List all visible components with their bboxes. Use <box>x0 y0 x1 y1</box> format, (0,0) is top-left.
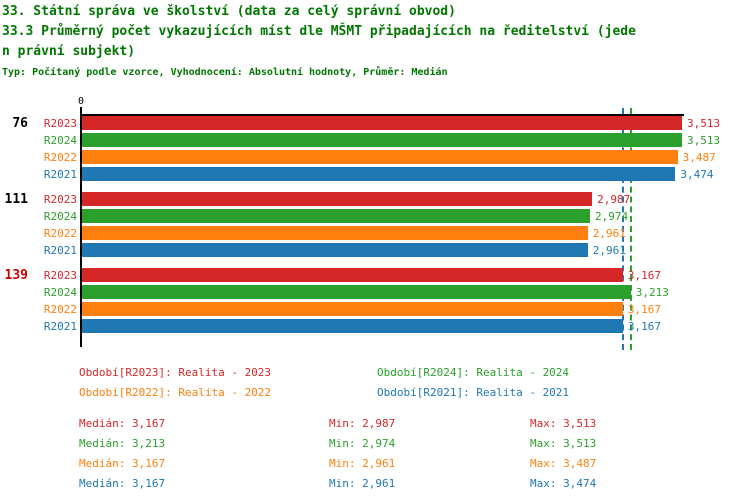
bar-series-label-R2023: R2023 <box>43 193 77 206</box>
group-label-76: 76 <box>12 116 28 131</box>
bar-series-label-R2021: R2021 <box>43 168 77 181</box>
bar-chart: 0 76 R2023 3,513 R2024 3,513 R2022 3,487 R2021 3… <box>4 96 721 350</box>
bar-R2023-group111 <box>82 192 593 206</box>
bar-R2024-group139 <box>82 285 631 299</box>
bar-value-label: 3,213 <box>635 286 669 299</box>
stat-min-row1: Min: 2,987 <box>329 417 396 430</box>
bar-series-label-R2024: R2024 <box>43 210 77 223</box>
stat-min-row4: Min: 2,961 <box>329 477 396 490</box>
stat-max-row3: Max: 3,487 <box>530 457 597 470</box>
legend-item-1: Období[R2023]: Realita - 2023 <box>79 366 272 379</box>
bar-series-label-R2024: R2024 <box>43 286 77 299</box>
bar-value-label: 3,167 <box>627 303 662 316</box>
group-label-139: 139 <box>4 268 28 283</box>
bar-series-label-R2021: R2021 <box>43 244 77 257</box>
bar-value-label: 2,987 <box>597 193 631 206</box>
legend-item-3: Období[R2022]: Realita - 2022 <box>79 386 272 399</box>
bar-R2024-group76 <box>82 133 683 147</box>
chart-title-line3: n právní subjekt) <box>2 44 136 59</box>
bar-R2024-group111 <box>82 209 590 223</box>
bar-value-label: 3,167 <box>627 320 662 333</box>
stat-max-row1: Max: 3,513 <box>530 417 597 430</box>
median-reference-line-2 <box>629 108 632 350</box>
bar-value-label: 2,974 <box>594 210 629 223</box>
bar-R2021-group139 <box>82 319 623 333</box>
legend-item-2: Období[R2024]: Realita - 2024 <box>377 366 570 379</box>
axis-origin-label: 0 <box>77 96 85 107</box>
bar-value-label: 2,961 <box>592 244 626 257</box>
bar-R2023-group76 <box>82 116 683 130</box>
bar-R2022-group76 <box>82 150 678 164</box>
bar-R2022-group139 <box>82 302 623 316</box>
chart-title-line2: 33.3 Průměrný počet vykazujících míst dl… <box>2 24 636 39</box>
chart-title-line1: 33. Státní správa ve školství (data za c… <box>2 4 456 19</box>
bar-R2021-group111 <box>82 243 588 257</box>
stat-median-row1: Medián: 3,167 <box>79 417 166 430</box>
bar-series-label-R2022: R2022 <box>43 303 77 316</box>
bar-R2022-group111 <box>82 226 588 240</box>
stat-max-row4: Max: 3,474 <box>530 477 597 490</box>
bar-series-label-R2024: R2024 <box>43 134 77 147</box>
bar-series-label-R2023: R2023 <box>43 117 77 130</box>
bar-value-label: 3,167 <box>627 269 662 282</box>
group-label-111: 111 <box>4 192 28 207</box>
stat-min-row2: Min: 2,974 <box>329 437 396 450</box>
bar-value-label: 3,513 <box>687 117 721 130</box>
bar-series-label-R2022: R2022 <box>43 151 77 164</box>
bar-value-label: 3,487 <box>682 151 716 164</box>
x-axis-line <box>80 114 684 116</box>
y-axis-line <box>80 114 82 347</box>
chart-subtitle: Typ: Počítaný podle vzorce, Vyhodnocení:… <box>2 67 448 78</box>
bar-value-label: 3,513 <box>687 134 721 147</box>
stat-min-row3: Min: 2,961 <box>329 457 396 470</box>
bar-value-label: 2,961 <box>592 227 626 240</box>
bar-series-label-R2021: R2021 <box>43 320 77 333</box>
stat-median-row2: Medián: 3,213 <box>79 437 166 450</box>
stat-max-row2: Max: 3,513 <box>530 437 597 450</box>
bar-series-label-R2022: R2022 <box>43 227 77 240</box>
stat-median-row3: Medián: 3,167 <box>79 457 166 470</box>
bar-value-label: 3,474 <box>680 168 714 181</box>
bar-R2021-group76 <box>82 167 676 181</box>
median-reference-line-1 <box>621 108 624 350</box>
bar-series-label-R2023: R2023 <box>43 269 77 282</box>
legend-item-4: Období[R2021]: Realita - 2021 <box>377 386 570 399</box>
bar-R2023-group139 <box>82 268 623 282</box>
axis-tick <box>80 107 82 114</box>
stat-median-row4: Medián: 3,167 <box>79 477 166 490</box>
